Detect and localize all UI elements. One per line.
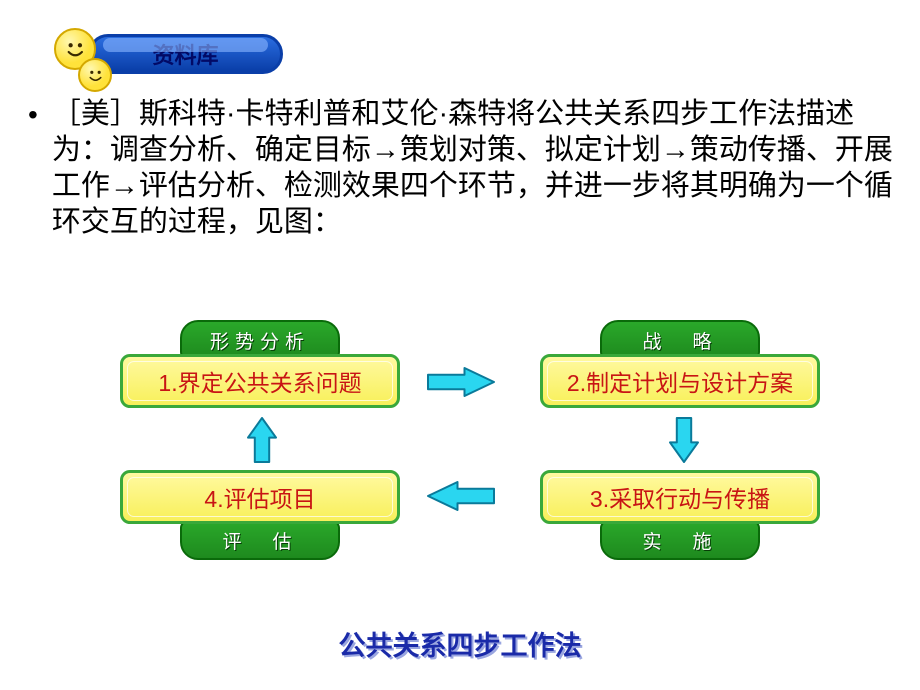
arrow-up-icon xyxy=(244,416,280,464)
tab-label: 形势分析 xyxy=(210,327,310,354)
node-label: 4.评估项目 xyxy=(204,480,315,514)
bullet-paragraph: • ［美］斯科特·卡特利普和艾伦·森特将公共关系四步工作法描述为：调查分析、确定… xyxy=(28,96,898,240)
tab-label: 评 估 xyxy=(222,527,297,554)
diagram-caption: 公共关系四步工作法 xyxy=(0,624,920,663)
bullet-text: ［美］斯科特·卡特利普和艾伦·森特将公共关系四步工作法描述为：调查分析、确定目标… xyxy=(52,96,898,240)
cycle-diagram: 形势分析 战 略 评 估 实 施 1.界定公共关系问题 2.制定计划与设计方案 … xyxy=(0,320,920,640)
arrow-down-icon xyxy=(666,416,702,464)
arrow-left-icon xyxy=(426,478,496,514)
node-plan: 2.制定计划与设计方案 xyxy=(540,354,820,408)
tab-label: 战 略 xyxy=(642,327,717,354)
bullet-marker: • xyxy=(28,96,38,240)
tab-label: 实 施 xyxy=(642,527,717,554)
arrow-right-icon xyxy=(426,364,496,400)
badge-highlight xyxy=(103,38,268,52)
tab-evaluate: 评 估 xyxy=(180,520,340,560)
tab-implement: 实 施 xyxy=(600,520,760,560)
node-label: 3.采取行动与传播 xyxy=(590,480,770,514)
node-define-problem: 1.界定公共关系问题 xyxy=(120,354,400,408)
node-label: 1.界定公共关系问题 xyxy=(158,364,361,398)
header-badge: 资料库 xyxy=(48,28,288,78)
node-action: 3.采取行动与传播 xyxy=(540,470,820,524)
smiley-icon xyxy=(78,58,112,92)
node-label: 2.制定计划与设计方案 xyxy=(567,364,793,398)
node-evaluate: 4.评估项目 xyxy=(120,470,400,524)
